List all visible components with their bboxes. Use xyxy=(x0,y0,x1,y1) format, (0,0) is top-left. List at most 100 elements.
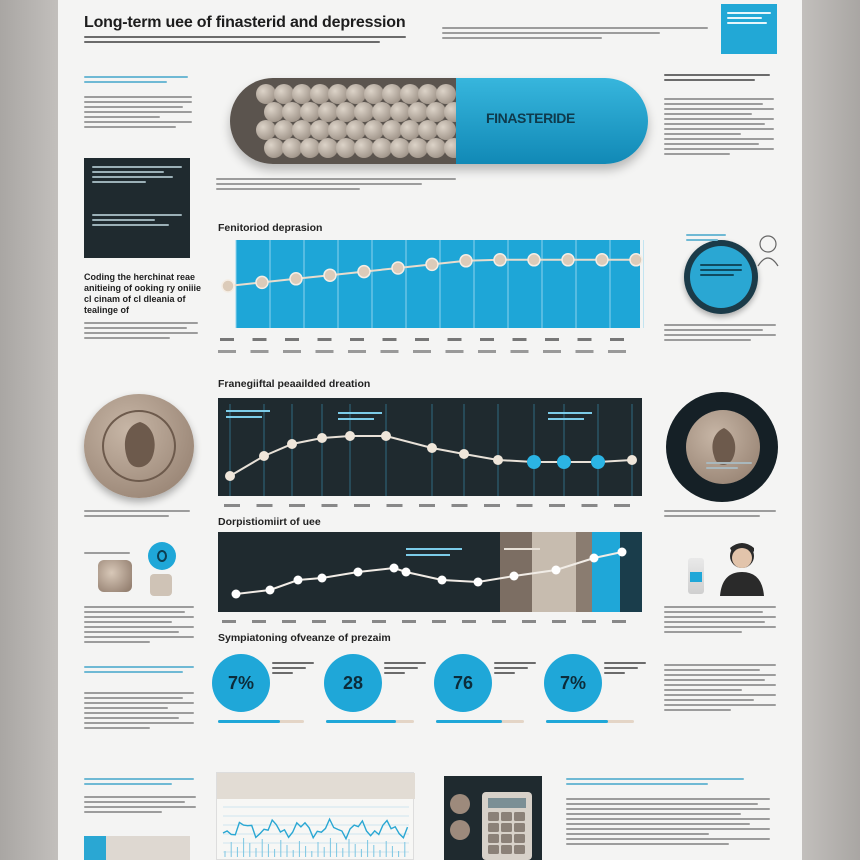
stat-circle-3: 76 xyxy=(434,654,492,712)
chart3-band xyxy=(592,532,620,612)
chart2-point xyxy=(427,443,437,453)
chart2-tick xyxy=(614,504,630,507)
chart1-point xyxy=(527,253,541,267)
capsule-bead xyxy=(256,84,276,104)
jar-icon xyxy=(98,560,132,592)
bottom-left-banner xyxy=(84,836,190,860)
cup-icon xyxy=(150,574,172,596)
chart3-tick xyxy=(282,620,296,623)
chart2-title: Franegiiftal peaailded dreation xyxy=(218,378,371,390)
chart2-point xyxy=(591,455,605,469)
right-intro-heading xyxy=(664,74,770,84)
chart1-point xyxy=(391,261,405,275)
coin-caption xyxy=(84,510,190,520)
chart2-label xyxy=(548,418,584,420)
chart3-point xyxy=(509,571,519,581)
left-stats-heading xyxy=(84,666,194,676)
calculator-key xyxy=(501,845,512,854)
chart3-label xyxy=(406,554,450,556)
chart1-tick xyxy=(608,350,626,353)
stat-desc-4 xyxy=(604,662,646,677)
capsule-bead xyxy=(282,102,302,122)
chart2-tick xyxy=(354,504,370,507)
stat-desc-3 xyxy=(494,662,536,677)
capsule-bead xyxy=(372,138,392,158)
stat-bar-4 xyxy=(546,720,608,723)
chart3-label xyxy=(504,548,540,550)
left-body-text xyxy=(84,322,198,342)
capsule-bead xyxy=(328,120,348,140)
right-stats-text xyxy=(664,664,776,714)
capsule-bead xyxy=(310,120,330,140)
chart1-tick xyxy=(480,338,494,341)
capsule-bead xyxy=(390,102,410,122)
chart3-label xyxy=(406,548,462,550)
stat-circle-2: 28 xyxy=(324,654,382,712)
capsule-bead xyxy=(256,120,276,140)
capsule-bead xyxy=(364,120,384,140)
chart3 xyxy=(218,532,642,623)
chart1-tick xyxy=(512,338,527,341)
chart1-point xyxy=(221,279,235,293)
face-icon xyxy=(756,232,780,268)
chart2-tick xyxy=(451,504,468,507)
chart2-point xyxy=(527,455,541,469)
chart3-point xyxy=(293,575,303,585)
capsule-bead xyxy=(336,102,356,122)
right-intro-text xyxy=(664,98,774,158)
header-badge xyxy=(721,4,777,54)
chart3-band xyxy=(576,532,592,612)
chart1-point xyxy=(289,272,303,286)
chart2-point xyxy=(287,439,297,449)
capsule-bead xyxy=(300,102,320,122)
calculator-panel xyxy=(444,776,542,860)
chart2-tick xyxy=(321,504,338,507)
chart3-point xyxy=(437,575,447,585)
capsule-bead xyxy=(300,138,320,158)
chart3-tick xyxy=(462,620,476,623)
chart2-tick xyxy=(549,504,565,507)
chart2-point xyxy=(345,431,355,441)
stat-bar-1 xyxy=(218,720,280,723)
chart1-tick xyxy=(218,350,236,353)
chart1-tick xyxy=(577,338,592,341)
chart2-tick xyxy=(256,504,273,507)
chart1-point xyxy=(255,275,269,290)
chart1-title: Fenitoriod deprasion xyxy=(218,222,323,234)
capsule-bead xyxy=(364,84,384,104)
chart3-tick xyxy=(222,620,236,623)
chart2-point xyxy=(627,455,637,465)
coin-icon xyxy=(84,394,194,498)
left-mini-label xyxy=(84,552,130,557)
capsule-bead xyxy=(426,102,446,122)
chart1-tick xyxy=(610,338,624,341)
minichart-line xyxy=(222,817,409,841)
capsule-bead xyxy=(274,84,294,104)
capsule-bead xyxy=(382,120,402,140)
chart3-tick xyxy=(612,620,626,623)
calculator-key xyxy=(501,823,512,832)
chart1-tick xyxy=(350,338,364,341)
chart1-tick xyxy=(543,350,561,353)
chart2-point xyxy=(317,433,327,443)
stat-circle-4: 7% xyxy=(544,654,602,712)
capsule-bead xyxy=(354,102,374,122)
left-heading: Coding the herchinat reae anitieing of o… xyxy=(84,272,202,315)
capsule-bead xyxy=(346,84,366,104)
chart2-point xyxy=(557,455,571,469)
chart3-point xyxy=(589,553,599,563)
chart3-point xyxy=(265,585,275,595)
chart3-title: Dorpistiomiirt of uee xyxy=(218,516,321,528)
chart1-tick xyxy=(545,338,559,341)
left-intro-text xyxy=(84,96,192,131)
capsule-label: FINASTERIDE xyxy=(486,110,575,126)
left-dark-panel xyxy=(84,158,190,258)
left-stats-text xyxy=(84,692,194,732)
chart1-tick xyxy=(315,350,334,353)
calculator-key xyxy=(501,834,512,843)
chart3-tick xyxy=(522,620,536,623)
chart2-point xyxy=(225,471,235,481)
chart1-tick xyxy=(382,338,397,341)
bottom-mini-chart xyxy=(216,772,415,860)
chart1-point xyxy=(459,254,473,268)
